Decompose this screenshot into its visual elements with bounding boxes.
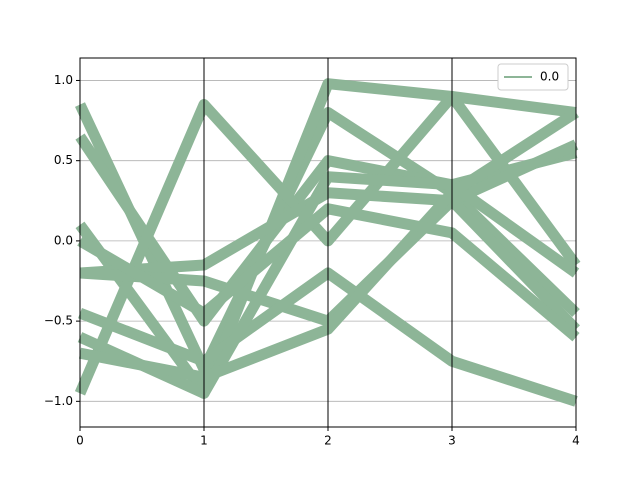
legend-label: 0.0 — [540, 70, 559, 84]
legend: 0.0 — [497, 63, 569, 91]
y-tick-label: −0.5 — [44, 314, 73, 328]
x-tick-label: 3 — [448, 434, 456, 448]
y-tick-label: 1.0 — [54, 73, 73, 87]
x-tick-label: 4 — [572, 434, 580, 448]
y-tick-label: −1.0 — [44, 394, 73, 408]
y-tick-label: 0.5 — [54, 153, 73, 167]
y-tick-label: 0.0 — [54, 233, 73, 247]
x-tick-label: 0 — [76, 434, 84, 448]
plot-frame — [79, 57, 577, 428]
x-tick-label: 1 — [200, 434, 208, 448]
x-tick-label: 2 — [324, 434, 332, 448]
legend-box — [497, 63, 569, 91]
